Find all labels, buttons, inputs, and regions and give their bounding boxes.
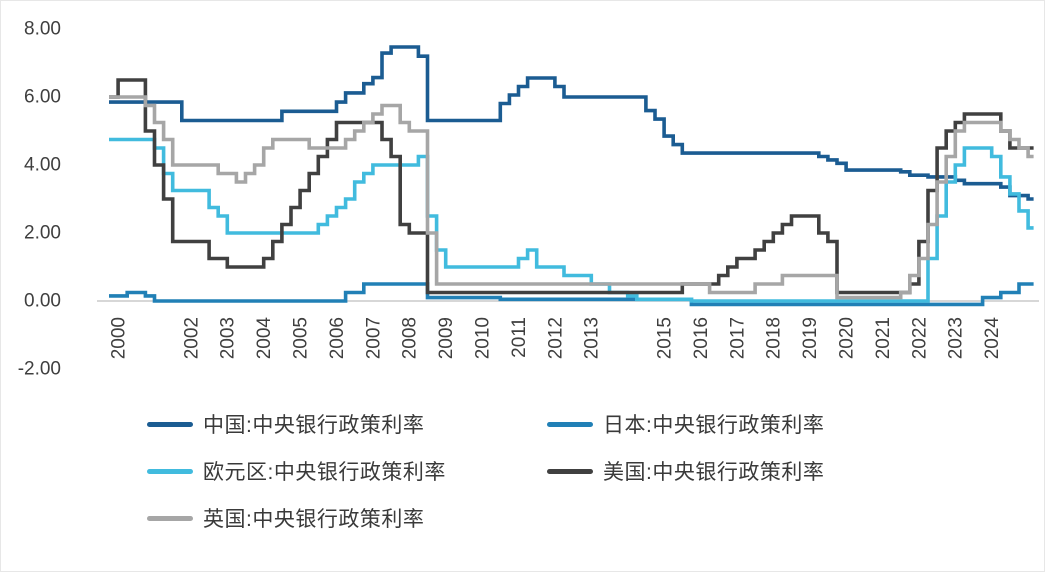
x-tick-label: 2021 bbox=[873, 317, 894, 359]
x-tick-label: 2015 bbox=[655, 317, 676, 359]
x-tick-label: 2011 bbox=[509, 317, 530, 358]
legend-label-us: 美国:中央银行政策利率 bbox=[603, 461, 825, 484]
legend-swatch-japan bbox=[547, 421, 593, 427]
x-tick-label: 2012 bbox=[545, 317, 566, 359]
legend-label-china: 中国:中央银行政策利率 bbox=[203, 414, 425, 437]
series-line-japan bbox=[109, 282, 1034, 307]
legend-item-japan: 日本:中央银行政策利率 bbox=[547, 409, 967, 439]
y-tick-label: -2.00 bbox=[18, 359, 61, 380]
y-tick-label: 4.00 bbox=[24, 155, 61, 176]
legend-swatch-eurozone bbox=[147, 468, 193, 474]
legend-label-uk: 英国:中央银行政策利率 bbox=[203, 508, 425, 531]
x-tick-label: 2020 bbox=[837, 317, 858, 359]
legend-swatch-us bbox=[547, 468, 593, 474]
series-line-china bbox=[109, 45, 1034, 201]
x-tick-label: 2018 bbox=[764, 317, 785, 359]
x-tick-label: 2002 bbox=[181, 317, 202, 359]
chart-area: 8.00 6.00 4.00 2.00 0.00 -2.00 2000 2002 2003 200… bbox=[1, 1, 1044, 393]
y-tick-label: 6.00 bbox=[24, 87, 61, 108]
y-tick-label: 8.00 bbox=[24, 19, 61, 40]
x-tick-label: 2000 bbox=[109, 317, 130, 359]
policy-rate-chart-svg: 8.00 6.00 4.00 2.00 0.00 -2.00 2000 2002 2003 200… bbox=[18, 19, 1039, 380]
legend-item-eurozone: 欧元区:中央银行政策利率 bbox=[147, 456, 547, 486]
x-tick-label: 2006 bbox=[327, 317, 348, 359]
x-tick-label: 2017 bbox=[727, 317, 748, 359]
y-tick-label: 0.00 bbox=[24, 291, 61, 312]
x-tick-label: 2013 bbox=[582, 317, 603, 359]
x-tick-label: 2022 bbox=[909, 317, 930, 359]
series-line-us bbox=[109, 78, 1034, 295]
x-tick-label: 2009 bbox=[436, 317, 457, 359]
x-tick-label: 2024 bbox=[982, 317, 1003, 360]
x-tick-label: 2008 bbox=[400, 317, 421, 359]
x-tick-label: 2016 bbox=[691, 317, 712, 359]
x-tick-label: 2023 bbox=[946, 317, 967, 359]
x-tick-label: 2019 bbox=[800, 317, 821, 359]
x-tick-label: 2010 bbox=[473, 317, 494, 359]
legend-swatch-uk bbox=[147, 515, 193, 521]
legend: 中国:中央银行政策利率 日本:中央银行政策利率 欧元区:中央银行政策利率 美国:… bbox=[147, 409, 1044, 533]
series-line-eurozone bbox=[109, 137, 1034, 303]
legend-swatch-china bbox=[147, 421, 193, 427]
x-tick-label: 2007 bbox=[363, 317, 384, 359]
legend-label-eurozone: 欧元区:中央银行政策利率 bbox=[203, 461, 446, 484]
legend-item-us: 美国:中央银行政策利率 bbox=[547, 456, 967, 486]
legend-item-china: 中国:中央银行政策利率 bbox=[147, 409, 547, 439]
x-tick-label: 2004 bbox=[254, 317, 275, 360]
legend-item-uk: 英国:中央银行政策利率 bbox=[147, 503, 547, 533]
y-tick-label: 2.00 bbox=[24, 223, 61, 244]
x-tick-label: 2005 bbox=[291, 317, 312, 359]
x-tick-label: 2003 bbox=[218, 317, 239, 359]
series-line-uk bbox=[109, 95, 1034, 300]
legend-label-japan: 日本:中央银行政策利率 bbox=[603, 414, 825, 437]
